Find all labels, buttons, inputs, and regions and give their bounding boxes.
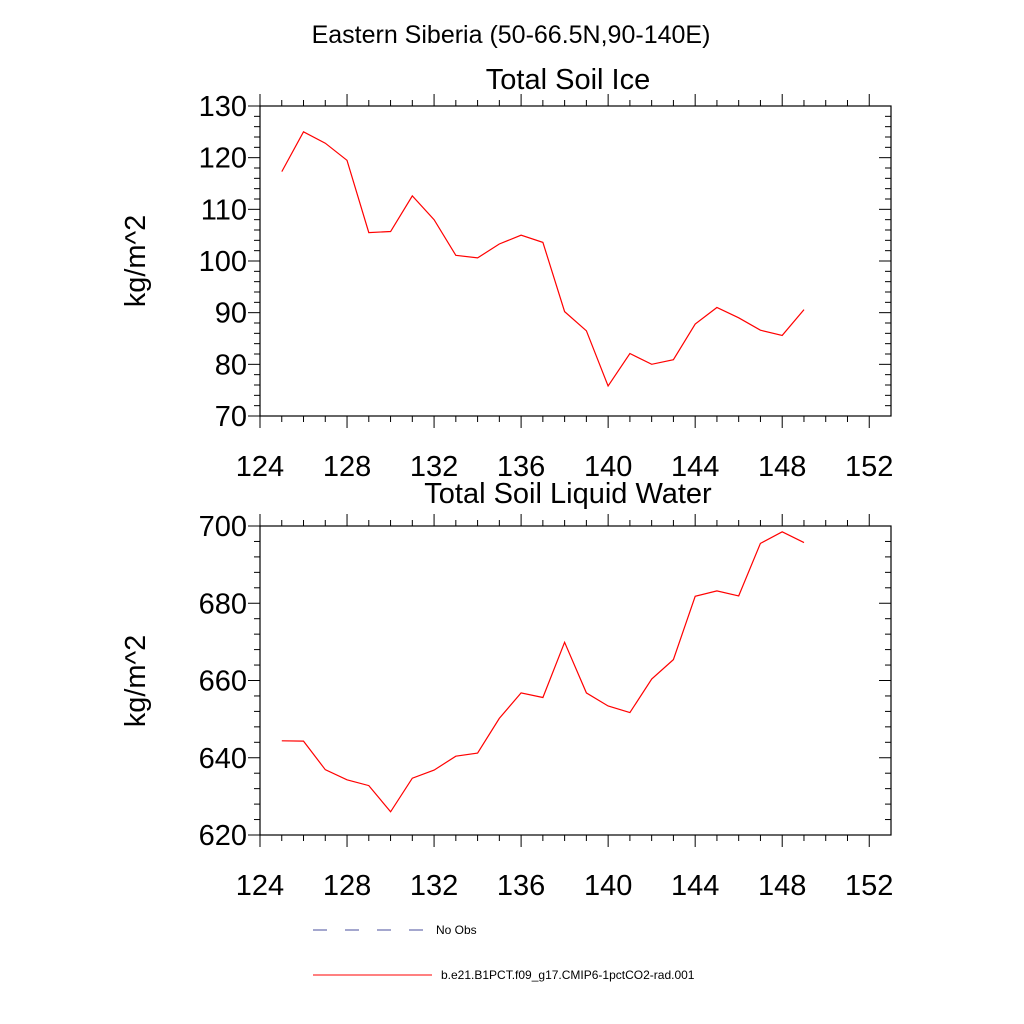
x-tick-label: 152 <box>845 451 893 483</box>
plot-frame <box>259 105 892 417</box>
x-tick-label: 144 <box>671 451 719 483</box>
y-tick-label: 680 <box>199 588 247 620</box>
x-tick-label: 128 <box>323 451 371 483</box>
series-line <box>281 531 805 813</box>
plot-frame <box>259 525 892 836</box>
x-tick-label: 132 <box>410 451 458 483</box>
x-tick-label: 148 <box>758 870 806 902</box>
x-tick-label: 148 <box>758 451 806 483</box>
x-tick-label: 128 <box>323 870 371 902</box>
series-line <box>281 130 805 388</box>
y-tick-label: 700 <box>199 511 247 543</box>
x-tick-label: 140 <box>584 451 632 483</box>
x-tick-label: 136 <box>497 451 545 483</box>
y-axis-label: kg/m^2 <box>120 215 152 308</box>
y-tick-label: 120 <box>199 143 247 175</box>
x-tick-label: 132 <box>410 870 458 902</box>
legend: No Obs b.e21.B1PCT.f09_g17.CMIP6-1pctCO2… <box>313 923 695 982</box>
figure-suptitle: Eastern Siberia (50-66.5N,90-140E) <box>312 21 711 49</box>
panel-title: Total Soil Liquid Water <box>424 478 712 510</box>
panel-title: Total Soil Ice <box>486 64 650 96</box>
x-tick-label: 124 <box>236 451 284 483</box>
x-tick-label: 144 <box>671 870 719 902</box>
x-tick-label: 152 <box>845 870 893 902</box>
x-tick-label: 140 <box>584 870 632 902</box>
y-tick-label: 70 <box>215 401 247 433</box>
panel-total-soil-liquid-water: Total Soil Liquid Water kg/m^2 124 128 132… <box>120 478 893 902</box>
y-tick-label: 80 <box>215 349 247 381</box>
x-tick-label: 124 <box>236 870 284 902</box>
y-tick-label: 660 <box>199 666 247 698</box>
y-axis-label: kg/m^2 <box>120 635 152 728</box>
y-tick-label: 620 <box>199 820 247 852</box>
y-tick-label: 640 <box>199 743 247 775</box>
y-tick-label: 90 <box>215 298 247 330</box>
panel-total-soil-ice: Total Soil Ice kg/m^2 124 128 132 136 140 144… <box>120 64 893 483</box>
x-tick-label: 136 <box>497 870 545 902</box>
y-tick-label: 130 <box>199 91 247 123</box>
legend-label-model-run: b.e21.B1PCT.f09_g17.CMIP6-1pctCO2-rad.00… <box>441 968 695 982</box>
y-tick-label: 100 <box>199 246 247 278</box>
legend-label-no-obs: No Obs <box>436 923 477 937</box>
y-tick-label: 110 <box>201 194 247 226</box>
